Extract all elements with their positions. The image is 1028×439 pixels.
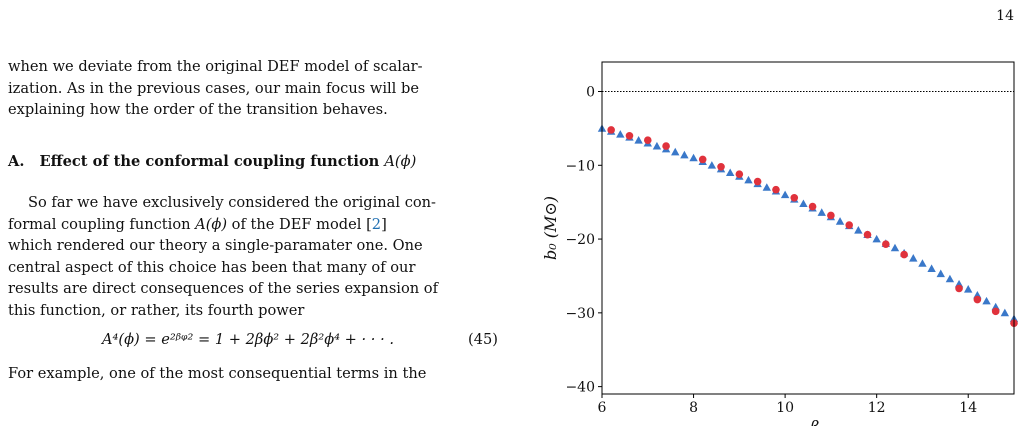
figure: 6 8 10 12 14 0 −10 −20 −30 −40 −β b₀ (M⊙) — [540, 56, 1018, 426]
equation: A⁴(ϕ) = e²ᵝᵠ² = 1 + 2βϕ² + 2β²ϕ⁴ + · · ·… — [8, 329, 498, 353]
data-point-circle — [973, 295, 982, 304]
section-number: A. — [8, 152, 25, 170]
data-point-circle — [607, 126, 615, 134]
data-point-circle — [772, 185, 780, 194]
y-axis-label: b₀ (M⊙) — [541, 196, 560, 260]
text-run: of the DEF model [ — [227, 215, 372, 233]
paragraph-line: So far we have exclusively considered th… — [28, 194, 436, 211]
text-run: formal coupling function — [8, 215, 196, 233]
data-point-circle — [753, 177, 762, 186]
section-title-function: A(ϕ) — [384, 152, 417, 170]
data-point-triangle — [890, 243, 900, 252]
intro-line: ization. As in the previous cases, our m… — [8, 79, 419, 97]
y-tick-label: 0 — [586, 85, 595, 101]
y-tick-label: −20 — [565, 232, 595, 248]
section-heading: A. Effect of the conformal coupling func… — [8, 151, 498, 173]
paragraph-line: results are direct consequences of the s… — [8, 280, 438, 297]
data-point-triangle — [854, 226, 863, 234]
equation-number: (45) — [468, 331, 498, 348]
data-point-triangle — [671, 147, 680, 156]
data-point-triangle — [964, 285, 973, 293]
data-point-triangle — [616, 130, 625, 138]
y-tick-label: −40 — [565, 380, 595, 396]
data-point-circle — [827, 211, 835, 220]
data-point-triangle — [945, 274, 955, 283]
data-point-circle — [863, 230, 872, 239]
x-tick-label: 10 — [776, 400, 794, 416]
paragraph-line: central aspect of this choice has been t… — [8, 258, 416, 276]
data-point-triangle — [872, 234, 881, 243]
data-point-triangle — [982, 296, 991, 305]
data-point-circle — [662, 142, 670, 150]
intro-line: when we deviate from the original DEF mo… — [8, 58, 423, 75]
data-point-triangle — [799, 199, 808, 208]
paragraph-line: For example, one of the most consequenti… — [8, 365, 427, 382]
data-point-triangle — [652, 141, 662, 150]
paragraph-line: formal coupling function A(ϕ) of the DEF… — [8, 214, 498, 236]
citation-link[interactable]: 2 — [371, 215, 382, 233]
x-axis-label: −β — [797, 417, 820, 426]
data-point-triangle — [835, 217, 845, 225]
data-point-triangle — [817, 208, 826, 216]
page-number: 14 — [996, 8, 1014, 24]
data-point-circle — [900, 250, 908, 259]
paragraph-line: this function, or rather, its fourth pow… — [8, 301, 305, 319]
y-tick-label: −10 — [565, 158, 595, 174]
paragraph-line: which rendered our theory a single-param… — [8, 237, 423, 254]
data-point-circle — [845, 221, 853, 229]
data-point-triangle — [689, 153, 698, 162]
data-point-circle — [717, 162, 725, 171]
data-point-triangle — [762, 183, 771, 191]
x-tick-label: 12 — [868, 400, 886, 416]
data-point-triangle — [909, 254, 918, 262]
x-tick-label: 14 — [959, 400, 977, 416]
scatter-chart: 6 8 10 12 14 0 −10 −20 −30 −40 −β b₀ (M⊙) — [541, 61, 1018, 426]
data-point-circle — [882, 240, 890, 249]
body-text-column: when we deviate from the original DEF mo… — [8, 56, 498, 385]
data-point-triangle — [680, 150, 689, 159]
data-point-triangle — [707, 161, 717, 169]
data-point-triangle — [744, 175, 753, 184]
data-point-circle — [790, 193, 799, 202]
x-tick-label: 8 — [689, 400, 698, 416]
x-tick-label: 6 — [598, 400, 607, 416]
data-point-circle — [808, 202, 817, 211]
data-point-triangle — [725, 168, 735, 177]
equation-expression: A⁴(ϕ) = e²ᵝᵠ² = 1 + 2βϕ² + 2β²ϕ⁴ + · · ·… — [102, 331, 394, 348]
data-point-circle — [735, 170, 744, 178]
y-tick-label: −30 — [565, 306, 595, 322]
text-run: ] — [381, 215, 387, 233]
plot-frame — [601, 61, 1015, 395]
data-point-triangle — [918, 259, 927, 267]
data-point-circle — [698, 155, 707, 164]
inline-math: A(ϕ) — [195, 215, 228, 233]
data-point-circle — [955, 284, 963, 293]
data-point-triangle — [634, 136, 643, 144]
data-point-triangle — [927, 264, 936, 272]
section-title: Effect of the conformal coupling functio… — [39, 152, 380, 170]
data-point-circle — [643, 136, 652, 145]
data-point-triangle — [936, 269, 945, 278]
intro-line: explaining how the order of the transiti… — [8, 101, 388, 118]
data-point-triangle — [780, 190, 790, 199]
data-point-triangle — [1000, 308, 1010, 317]
data-point-circle — [625, 131, 634, 140]
data-point-circle — [991, 307, 1000, 316]
